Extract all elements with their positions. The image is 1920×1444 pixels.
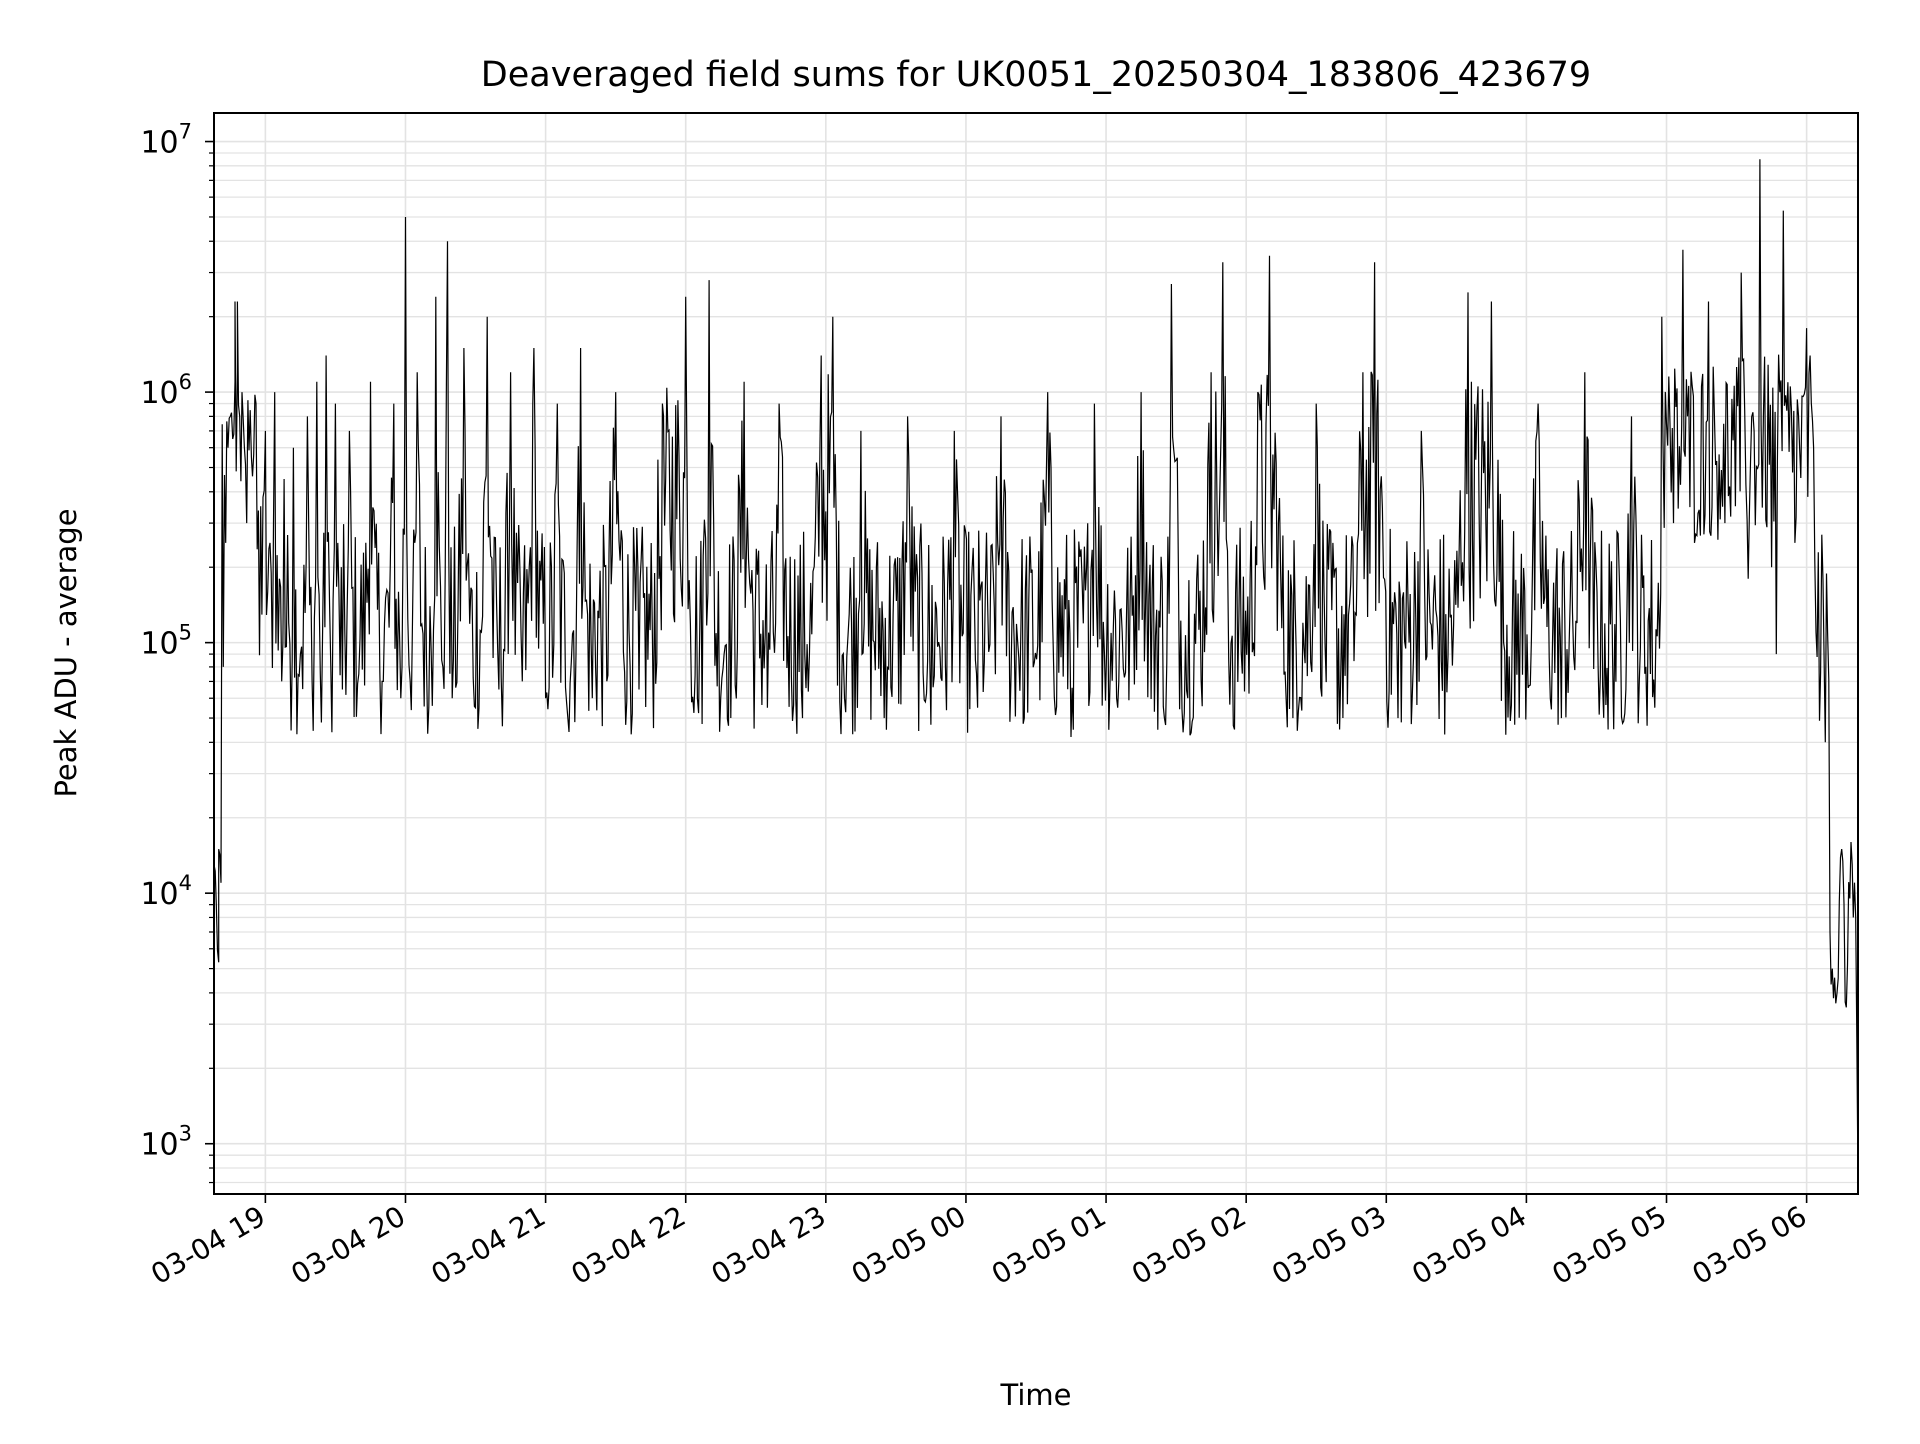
x-axis-label: Time bbox=[1000, 1378, 1072, 1412]
y-tick-base: 10 bbox=[140, 376, 178, 411]
y-tick-exponent: 3 bbox=[179, 1122, 192, 1146]
y-tick-base: 10 bbox=[140, 126, 178, 161]
y-tick-label: 107 bbox=[140, 120, 192, 161]
y-tick-exponent: 5 bbox=[179, 621, 192, 645]
series-layer bbox=[213, 159, 1859, 1183]
y-tick-label: 103 bbox=[140, 1122, 192, 1163]
y-tick-base: 10 bbox=[140, 627, 178, 662]
y-axis-label: Peak ADU - average bbox=[49, 508, 83, 797]
y-tick-base: 10 bbox=[140, 877, 178, 912]
y-tick-exponent: 4 bbox=[179, 871, 192, 895]
y-tick-label: 105 bbox=[140, 621, 192, 662]
y-tick-exponent: 6 bbox=[179, 370, 192, 394]
y-tick-label: 106 bbox=[140, 370, 192, 411]
y-tick-label: 104 bbox=[140, 871, 192, 912]
plot-frame bbox=[213, 112, 1859, 1195]
series-line bbox=[213, 159, 1859, 1183]
chart-title: Deaveraged field sums for UK0051_2025030… bbox=[481, 55, 1591, 95]
y-tick-exponent: 7 bbox=[179, 120, 192, 144]
y-tick-base: 10 bbox=[140, 1128, 178, 1163]
